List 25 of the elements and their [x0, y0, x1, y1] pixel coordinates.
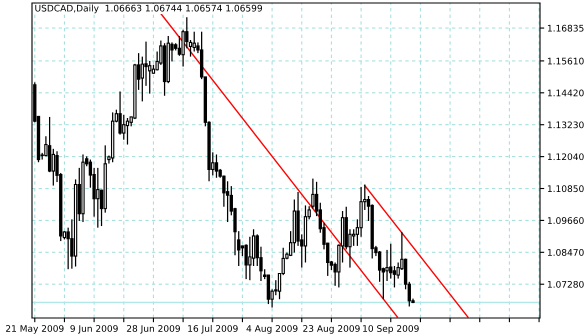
y-tick-label: 1.15610 [548, 58, 584, 64]
candlestick [192, 31, 196, 52]
x-tick-label: 9 Jun 2009 [70, 325, 118, 334]
y-tick-label: 1.13230 [548, 121, 584, 128]
candlestick [122, 114, 126, 140]
y-tick-label: 1.14420 [548, 90, 584, 96]
x-tick-label: 10 Sep 2009 [363, 325, 419, 334]
candlestick [214, 154, 218, 178]
y-tick-label: 1.07280 [548, 280, 584, 288]
candlestick [126, 117, 130, 146]
candlestick [178, 35, 182, 56]
y-tick-label: 1.09660 [548, 217, 584, 224]
chart-title: USDCAD,Daily 1.06663 1.06744 1.06574 1.06599 [35, 4, 262, 14]
y-tick-label: 1.12040 [548, 153, 584, 160]
candlestick [118, 90, 122, 136]
x-tick-label: 4 Aug 2009 [246, 325, 298, 334]
y-tick-label: 1.10850 [548, 185, 584, 192]
y-tick-label: 1.16835 [548, 24, 584, 32]
x-tick-label: 16 Jul 2009 [188, 324, 238, 334]
candlestick [96, 167, 100, 228]
candlestick [52, 148, 55, 186]
x-tick-label: 23 Aug 2009 [303, 325, 360, 334]
x-tick-label: 21 May 2009 [6, 325, 64, 334]
x-tick-label: 28 Jun 2009 [126, 325, 180, 334]
y-tick-label: 1.08470 [548, 249, 584, 256]
